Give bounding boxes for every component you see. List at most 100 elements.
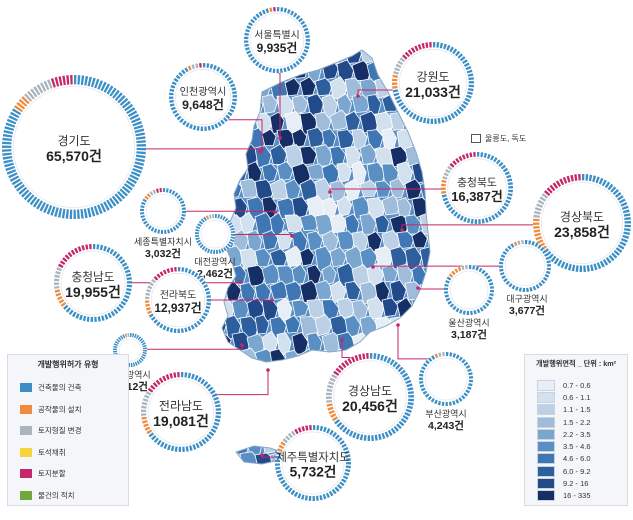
ring-segment <box>11 121 12 123</box>
ring-segment <box>396 93 397 95</box>
ring-segment <box>167 377 169 378</box>
ring-segment <box>598 265 600 266</box>
ring-segment <box>530 289 532 290</box>
ring-segment <box>564 180 566 181</box>
ring-segment <box>205 249 207 250</box>
ring-segment <box>463 105 464 107</box>
ring-segment <box>408 112 410 113</box>
ring-segment <box>307 32 308 34</box>
region-count: 5,732건 <box>290 464 337 480</box>
ring-segment <box>507 172 508 174</box>
anchor-dot <box>273 210 277 214</box>
ring-segment <box>502 273 503 275</box>
ring-segment <box>388 360 390 361</box>
ring-segment <box>190 126 192 127</box>
region-count: 12,937건 <box>154 301 201 315</box>
ring-segment <box>624 239 625 241</box>
ring-segment <box>230 242 231 244</box>
ring-segment <box>13 117 14 119</box>
ring-segment <box>617 194 618 196</box>
anchor-dot <box>290 234 294 238</box>
ring-segment <box>435 355 437 356</box>
ring-segment <box>486 304 487 306</box>
legend-area-item: 6.0 - 9.2 <box>537 465 627 477</box>
ring-segment <box>95 210 97 211</box>
ring-segment <box>422 46 424 47</box>
ring-segment <box>102 86 104 87</box>
ring-segment <box>204 218 205 219</box>
ring-segment <box>123 192 125 194</box>
ring-segment <box>454 162 456 163</box>
ring-segment <box>257 15 259 16</box>
legend-area-item: 1.1 - 1.5 <box>537 404 627 416</box>
ring-segment <box>128 107 129 109</box>
ring-segment <box>334 418 335 420</box>
ring-segment <box>176 114 177 116</box>
ring-segment <box>491 283 492 285</box>
ring-segment <box>80 317 82 318</box>
ring-segment <box>341 442 342 444</box>
ring-segment <box>134 116 135 118</box>
region-name: 경기도 <box>57 134 90 148</box>
ring-segment <box>198 277 200 279</box>
ring-segment <box>226 75 228 77</box>
ring-segment <box>137 123 138 125</box>
ring-segment <box>215 426 216 428</box>
ring-segment <box>144 402 145 404</box>
ring-segment <box>424 392 425 394</box>
legend-type-swatch <box>20 469 32 478</box>
ring-segment <box>226 247 227 248</box>
ring-segment <box>188 328 190 329</box>
ring-segment <box>459 399 461 400</box>
ring-segment <box>181 221 182 223</box>
ring-segment <box>413 116 415 117</box>
ring-segment <box>401 103 402 105</box>
ring-segment <box>548 271 549 273</box>
ring-segment <box>405 109 407 111</box>
bubble-inner <box>505 246 545 286</box>
county-patch <box>210 451 227 472</box>
ring-segment <box>539 246 541 247</box>
ring-segment <box>450 275 451 277</box>
ring-segment <box>18 184 19 186</box>
ring-segment <box>106 88 108 89</box>
leader-line <box>147 345 242 349</box>
ring-segment <box>138 362 139 363</box>
ring-segment <box>77 316 79 317</box>
ring-segment <box>509 197 510 199</box>
ring-segment <box>423 388 424 390</box>
ring-segment <box>206 438 208 440</box>
ring-segment <box>149 431 150 433</box>
ring-segment <box>282 481 283 483</box>
ring-segment <box>444 195 445 197</box>
ring-segment <box>497 161 499 162</box>
region-count: 9,935건 <box>257 41 298 55</box>
ring-segment <box>464 61 465 63</box>
county-patch <box>210 350 226 371</box>
ring-segment <box>379 437 381 438</box>
ring-segment <box>401 423 402 425</box>
ring-segment <box>143 357 144 358</box>
ring-segment <box>139 338 140 339</box>
county-patch <box>427 434 445 454</box>
ring-segment <box>330 408 331 410</box>
county-patch <box>315 44 331 65</box>
ring-segment <box>33 200 35 201</box>
ring-segment <box>305 50 306 52</box>
legend-area-item: 16 - 335 <box>537 490 627 502</box>
ring-segment <box>160 380 162 381</box>
ring-segment <box>52 211 54 212</box>
ring-segment <box>468 220 470 221</box>
ring-segment <box>228 221 229 222</box>
ring-segment <box>457 160 459 161</box>
ring-segment <box>72 252 74 253</box>
ring-segment <box>484 306 486 308</box>
ring-segment <box>82 248 84 249</box>
ring-segment <box>613 255 615 257</box>
ring-segment <box>248 26 249 28</box>
ring-segment <box>254 61 256 63</box>
